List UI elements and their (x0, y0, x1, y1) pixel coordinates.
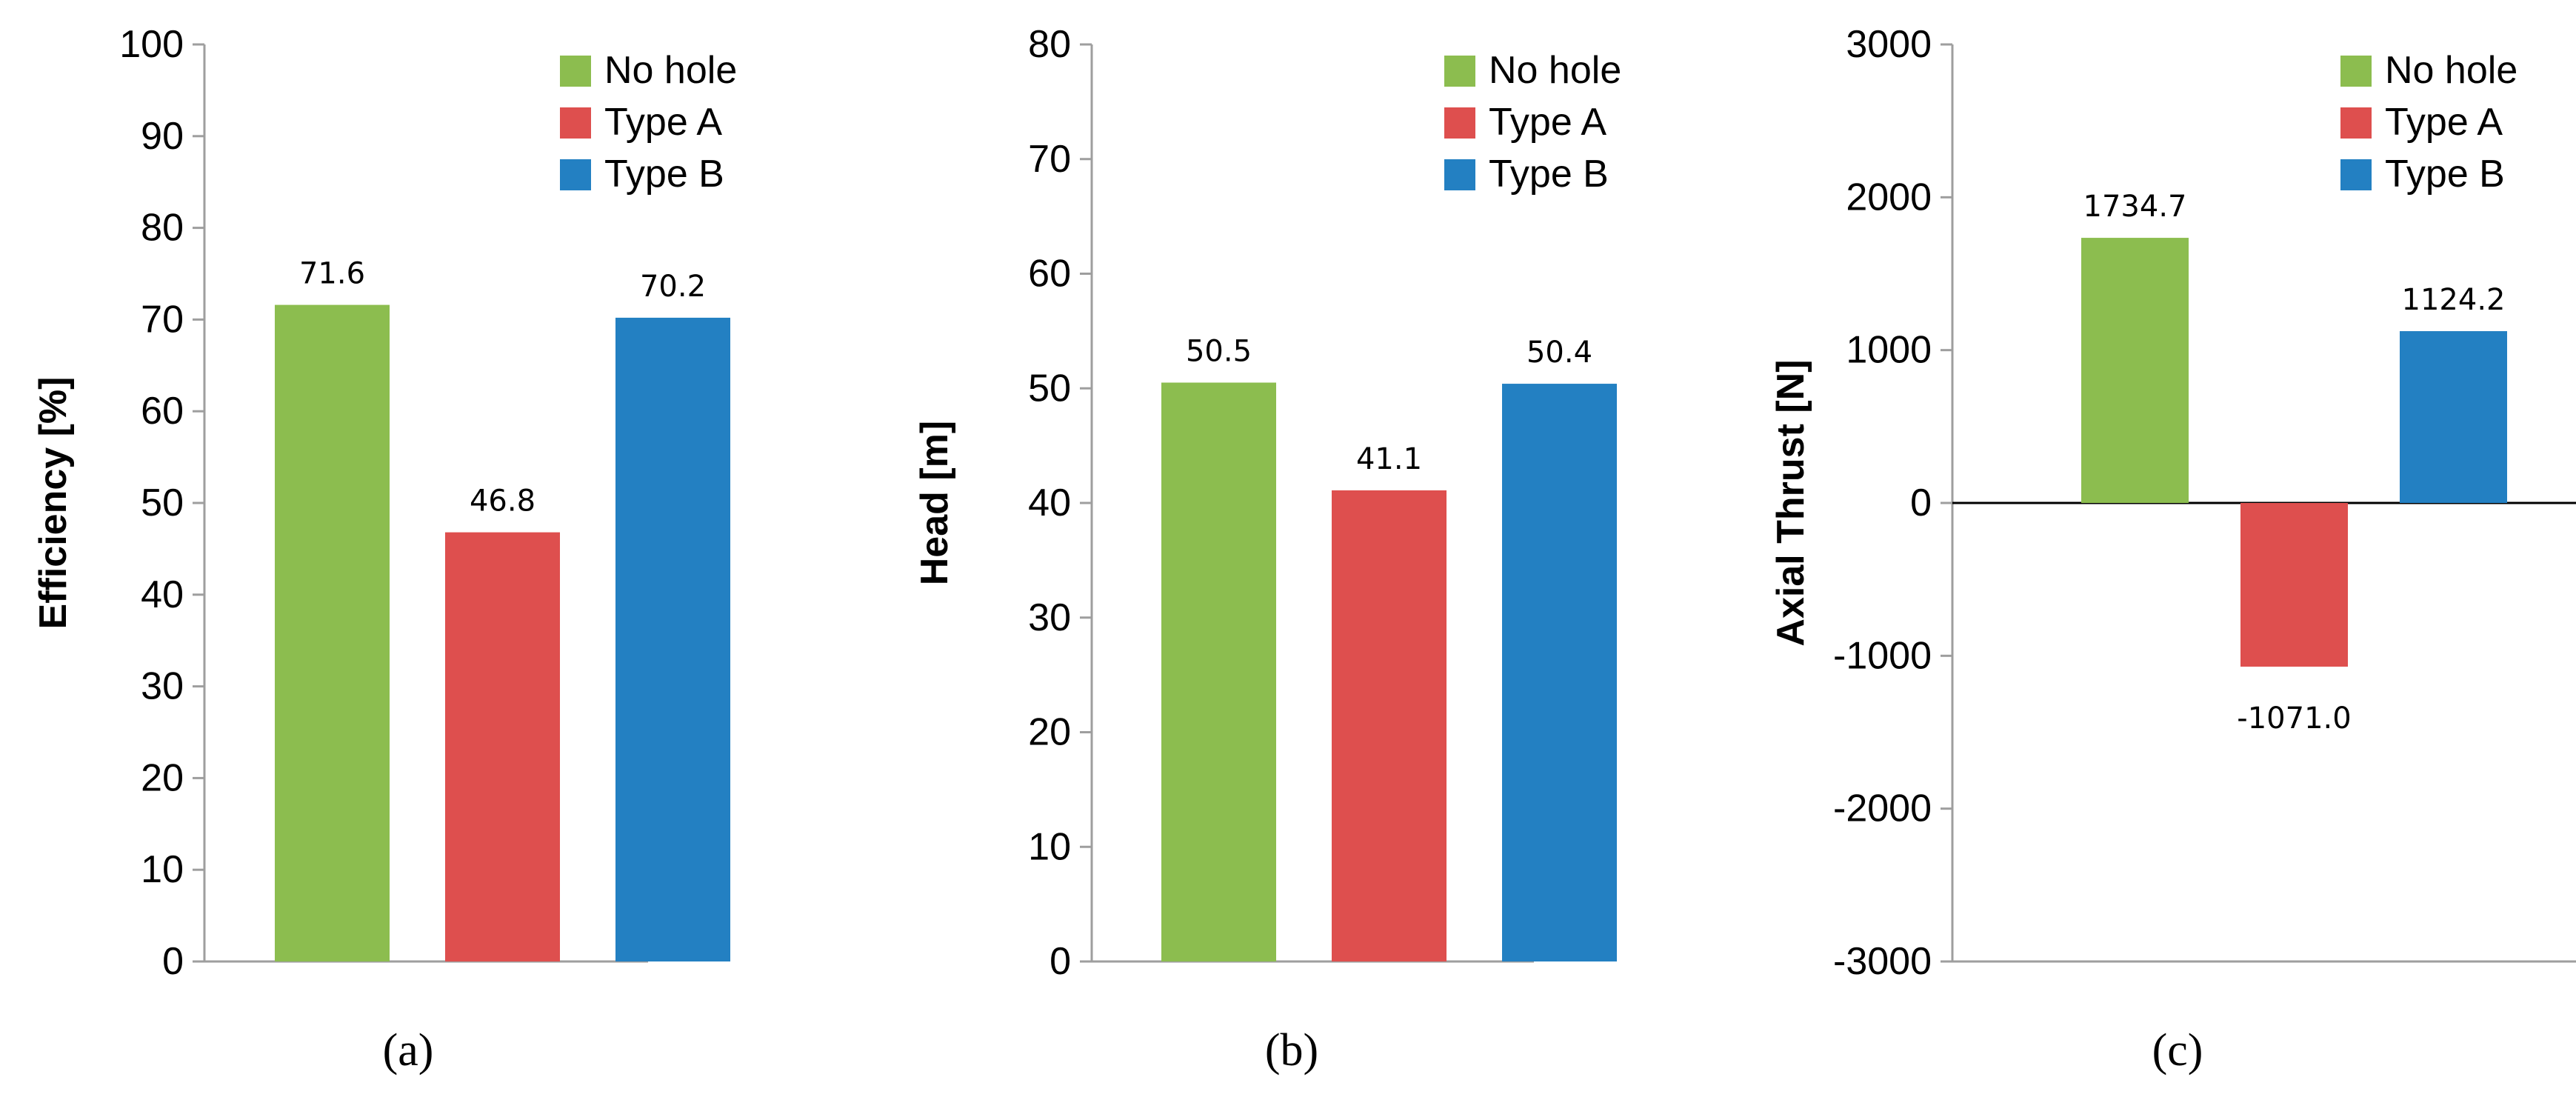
chart-3-y-tick-label: -1000 (1833, 634, 1932, 677)
chart-1-data-label: 70.2 (640, 270, 706, 304)
chart-3-legend-label: Type A (2385, 101, 2503, 144)
chart-1-y-tick-label: 60 (141, 390, 184, 433)
chart-3-y-tick-label: -3000 (1833, 940, 1932, 983)
chart-2-data-label: 50.4 (1526, 336, 1592, 370)
chart-1-panel-label: (a) (383, 1025, 434, 1076)
chart-1-y-tick-label: 50 (141, 481, 184, 524)
chart-1-y-tick-label: 80 (141, 207, 184, 250)
chart-2-y-tick-label: 0 (1050, 940, 1071, 983)
chart-1-legend-swatch (560, 56, 591, 87)
chart-1-legend-swatch (560, 159, 591, 190)
chart-3-data-label: 1124.2 (2402, 283, 2506, 317)
chart-3-y-axis-title: Axial Thrust [N] (1769, 359, 1812, 646)
chart-1-data-label: 46.8 (470, 484, 535, 519)
chart-1-legend-label: No hole (604, 49, 737, 92)
chart-3-legend-label: Type B (2385, 153, 2505, 196)
chart-3-y-tick-label: 2000 (1846, 176, 1932, 219)
chart-2-y-tick-label: 50 (1028, 367, 1071, 410)
chart-1-y-tick-label: 70 (141, 298, 184, 341)
chart-3-legend-swatch (2340, 159, 2372, 190)
chart-1-y-tick-label: 90 (141, 115, 184, 158)
chart-3-bar-no-hole (2081, 238, 2189, 503)
chart-1-y-tick-label: 20 (141, 756, 184, 799)
chart-2-y-tick-label: 80 (1028, 23, 1071, 66)
chart-3-data-label: 1734.7 (2083, 190, 2187, 224)
chart-2-bar-no-hole (1161, 382, 1276, 961)
chart-1-y-tick-label: 0 (162, 940, 184, 983)
chart-1-data-label: 71.6 (299, 257, 365, 291)
chart-1-y-tick-label: 100 (119, 23, 184, 66)
chart-2-legend-label: Type B (1489, 153, 1609, 196)
chart-2-y-tick-label: 60 (1028, 253, 1071, 296)
chart-3-y-tick-label: 1000 (1846, 329, 1932, 372)
chart-1-y-tick-label: 30 (141, 665, 184, 708)
chart-2-bar-type-a (1332, 490, 1447, 961)
chart-2-y-axis-title: Head [m] (913, 421, 956, 585)
chart-3-legend-swatch (2340, 107, 2372, 139)
chart-1-legend-label: Type B (604, 153, 724, 196)
chart-2-legend-label: No hole (1489, 49, 1621, 92)
chart-2-legend-swatch (1444, 56, 1475, 87)
chart-1-y-tick-label: 10 (141, 848, 184, 891)
chart-1-bar-type-a (445, 532, 560, 961)
chart-3-data-label: -1071.0 (2237, 701, 2351, 736)
chart-2-data-label: 41.1 (1356, 442, 1422, 476)
chart-1-legend-label: Type A (604, 101, 722, 144)
chart-3-legend-swatch (2340, 56, 2372, 87)
chart-1-legend-swatch (560, 107, 591, 139)
chart-1-y-axis-title: Efficiency [%] (32, 377, 75, 630)
chart-3-legend-label: No hole (2385, 49, 2517, 92)
chart-2-legend-swatch (1444, 107, 1475, 139)
chart-1-bar-no-hole (275, 304, 390, 961)
chart-3-y-tick-label: -2000 (1833, 787, 1932, 830)
chart-2-panel-label: (b) (1265, 1025, 1318, 1076)
chart-2-y-tick-label: 70 (1028, 138, 1071, 181)
chart-2-y-tick-label: 30 (1028, 596, 1071, 639)
chart-2-data-label: 50.5 (1186, 335, 1252, 369)
chart-2-legend-label: Type A (1489, 101, 1606, 144)
chart-2-y-tick-label: 20 (1028, 711, 1071, 754)
chart-3-y-tick-label: 0 (1910, 481, 1932, 524)
chart-2-legend-swatch (1444, 159, 1475, 190)
chart-3-y-tick-label: 3000 (1846, 23, 1932, 66)
chart-3-bar-type-b (2400, 331, 2507, 503)
chart-2-y-tick-label: 40 (1028, 481, 1071, 524)
chart-2-y-tick-label: 10 (1028, 825, 1071, 868)
chart-1-y-tick-label: 40 (141, 573, 184, 616)
chart-1-bar-type-b (615, 317, 730, 961)
chart-3-bar-type-a (2240, 503, 2348, 667)
chart-3-panel-label: (c) (2152, 1025, 2203, 1076)
chart-2-bar-type-b (1502, 384, 1617, 961)
